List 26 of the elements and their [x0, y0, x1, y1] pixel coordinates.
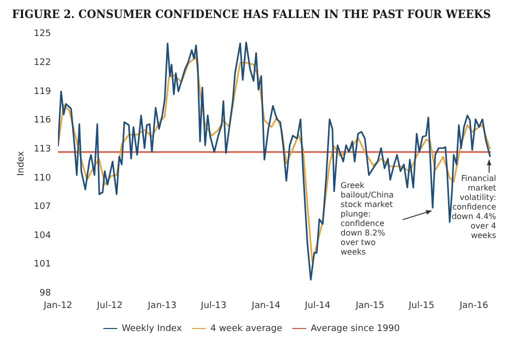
legend-label: Average since 1990 — [310, 324, 400, 334]
x-tick-label: Jul-13 — [200, 300, 226, 311]
x-tick-label: Jul-15 — [408, 300, 434, 311]
chart-title: FIGURE 2. CONSUMER CONFIDENCE HAS FALLEN IN THE PAST FOUR WEEKS — [12, 8, 491, 21]
y-tick-label: 98 — [40, 288, 52, 299]
y-tick-label: 122 — [34, 58, 51, 68]
legend-label: 4 week average — [210, 324, 283, 334]
x-tick-label: Jan-13 — [146, 300, 176, 311]
y-tick-label: 119 — [34, 86, 52, 97]
x-tick-label: Jul-14 — [304, 300, 331, 311]
y-tick-label: 125 — [34, 29, 51, 40]
annotation: Financial market volatility: confidence down 4.4% over 4 weeks — [452, 174, 497, 240]
x-tick-label: Jan-16 — [458, 300, 488, 311]
y-axis-title: Index — [16, 150, 27, 176]
x-tick-label: Jul-12 — [96, 300, 123, 311]
y-tick-label: 113 — [34, 144, 51, 154]
annotation: Greek bailout/China stock market plunge: confidence down 8.2% over two weeks — [340, 180, 394, 256]
y-tick-label: 116 — [34, 116, 52, 126]
x-tick-label: Jan-12 — [42, 300, 72, 311]
legend-label: Weekly Index — [122, 324, 183, 334]
x-tick-label: Jan-14 — [250, 300, 281, 311]
y-tick-label: 101 — [34, 260, 51, 270]
y-tick-label: 110 — [34, 173, 52, 184]
y-tick-label: 104 — [34, 230, 52, 241]
y-tick-label: 107 — [34, 202, 51, 212]
x-tick-label: Jan-15 — [354, 300, 384, 311]
